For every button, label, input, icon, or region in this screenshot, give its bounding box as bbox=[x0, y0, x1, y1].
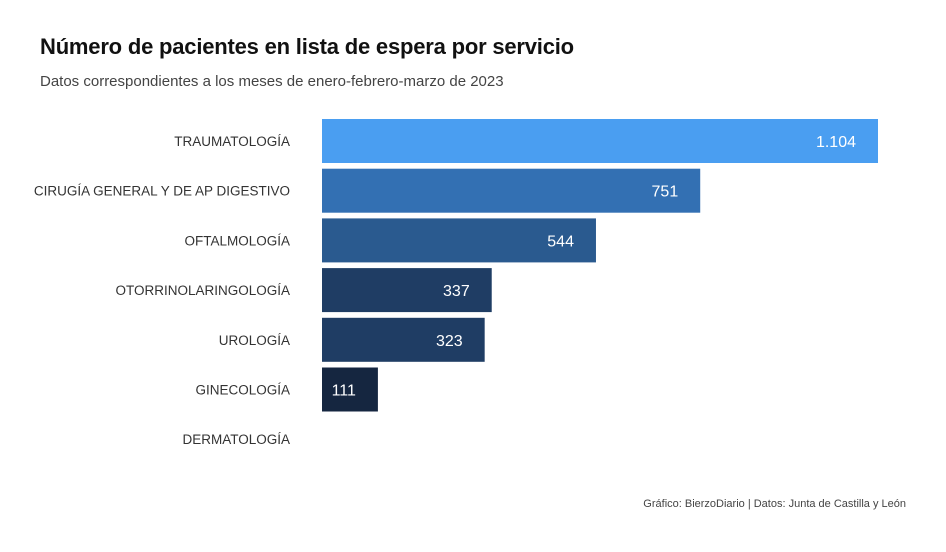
bar bbox=[322, 119, 878, 163]
value-label: 111 bbox=[332, 383, 356, 400]
value-label: 544 bbox=[547, 233, 574, 250]
value-label: 337 bbox=[443, 283, 470, 300]
chart-subtitle: Datos correspondientes a los meses de en… bbox=[40, 73, 504, 90]
source-credit: Gráfico: BierzoDiario | Datos: Junta de … bbox=[643, 498, 906, 510]
category-label: DERMATOLOGÍA bbox=[182, 432, 290, 447]
bar bbox=[322, 218, 596, 263]
bar bbox=[322, 168, 701, 213]
value-label: 323 bbox=[436, 333, 463, 350]
value-label: 1.104 bbox=[816, 134, 856, 151]
category-label: CIRUGÍA GENERAL Y DE AP DIGESTIVO bbox=[34, 184, 290, 199]
category-label: GINECOLOGÍA bbox=[195, 383, 290, 398]
category-label: OTORRINOLARINGOLOGÍA bbox=[115, 283, 290, 298]
category-label: OFTALMOLOGÍA bbox=[184, 233, 290, 248]
category-label: TRAUMATOLOGÍA bbox=[174, 134, 290, 149]
bar bbox=[322, 268, 492, 313]
value-label: 751 bbox=[652, 184, 679, 201]
bar bbox=[322, 367, 378, 412]
category-label: UROLOGÍA bbox=[219, 333, 290, 348]
chart-title: Número de pacientes en lista de espera p… bbox=[40, 34, 574, 59]
bar bbox=[322, 317, 485, 362]
